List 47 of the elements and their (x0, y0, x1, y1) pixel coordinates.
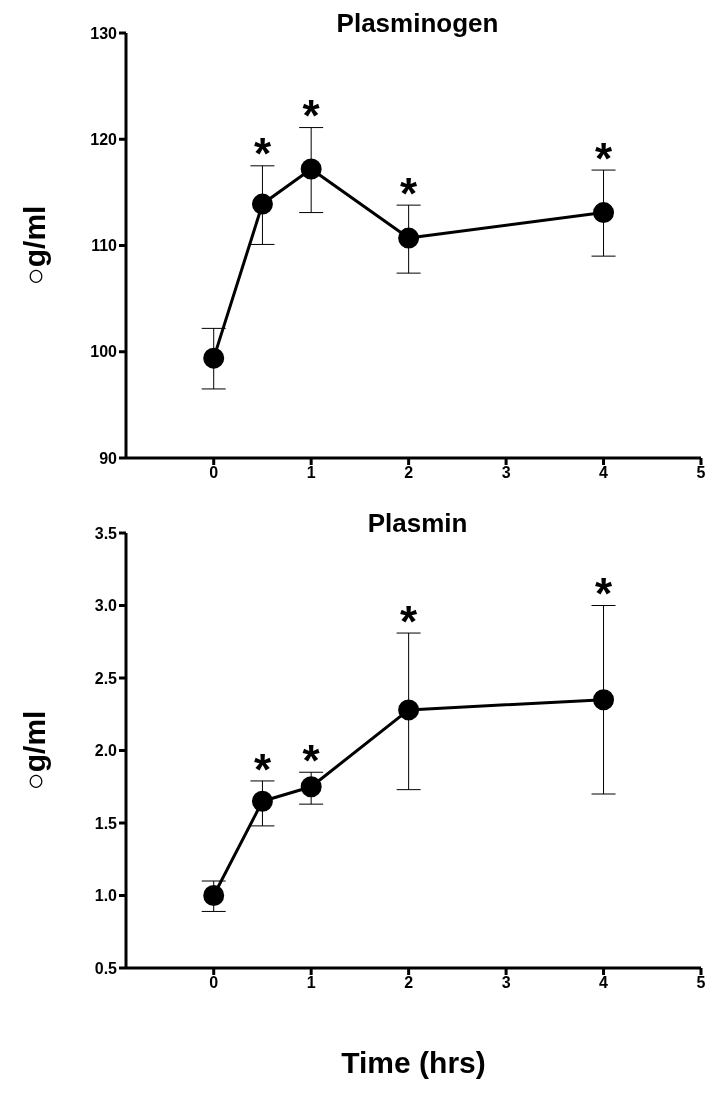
y-axis-title: ○g/ml (17, 710, 51, 791)
y-tick-label: 110 (91, 237, 118, 255)
point (593, 202, 615, 224)
x-tick-label: 0 (209, 464, 219, 482)
x-tick-label: 5 (696, 974, 706, 992)
annotation: * (594, 569, 613, 619)
y-tick-label: 1.0 (94, 887, 118, 905)
point (593, 689, 615, 711)
y-tick-label: 120 (90, 130, 118, 148)
point (300, 776, 322, 798)
chart-title: Plasminogen (335, 8, 500, 38)
x-tick-label: 4 (599, 464, 609, 482)
x-axis-title: Time (hrs) (341, 1046, 486, 1079)
y-tick-label: 2.5 (94, 669, 118, 687)
x-tick-label: 3 (501, 974, 511, 992)
y-tick-label: 100 (90, 343, 118, 361)
y-tick-label: 0.5 (94, 959, 118, 977)
annotation: * (302, 91, 321, 141)
y-tick-label: 1.5 (94, 814, 118, 832)
x-tick-label: 2 (404, 974, 414, 992)
x-tick-label: 1 (306, 464, 316, 482)
point (251, 790, 273, 812)
point (203, 885, 225, 906)
annotation: * (400, 596, 419, 646)
annotation: * (302, 735, 321, 785)
y-tick-label: 3.0 (94, 597, 118, 615)
y-tick-label: 2.0 (94, 742, 118, 760)
x-tick-label: 5 (696, 464, 706, 482)
x-tick-label: 3 (501, 464, 511, 482)
x-tick-label: 0 (209, 974, 219, 992)
y-tick-label: 90 (99, 449, 118, 467)
chart-title: Plasmin (366, 508, 469, 538)
y-tick-label: 3.5 (94, 524, 118, 542)
x-tick-label: 2 (404, 464, 414, 482)
annotation: * (594, 133, 613, 183)
x-tick-label: 4 (599, 974, 609, 992)
y-tick-label: 130 (90, 24, 118, 42)
annotation: * (400, 168, 419, 218)
x-tick-label: 1 (306, 974, 316, 992)
point (300, 158, 322, 180)
point (251, 193, 273, 215)
point (398, 699, 420, 721)
annotation: * (253, 744, 272, 794)
point (398, 227, 420, 249)
annotation: * (253, 129, 272, 179)
point (203, 347, 225, 369)
y-axis-title: ○g/ml (17, 205, 51, 286)
